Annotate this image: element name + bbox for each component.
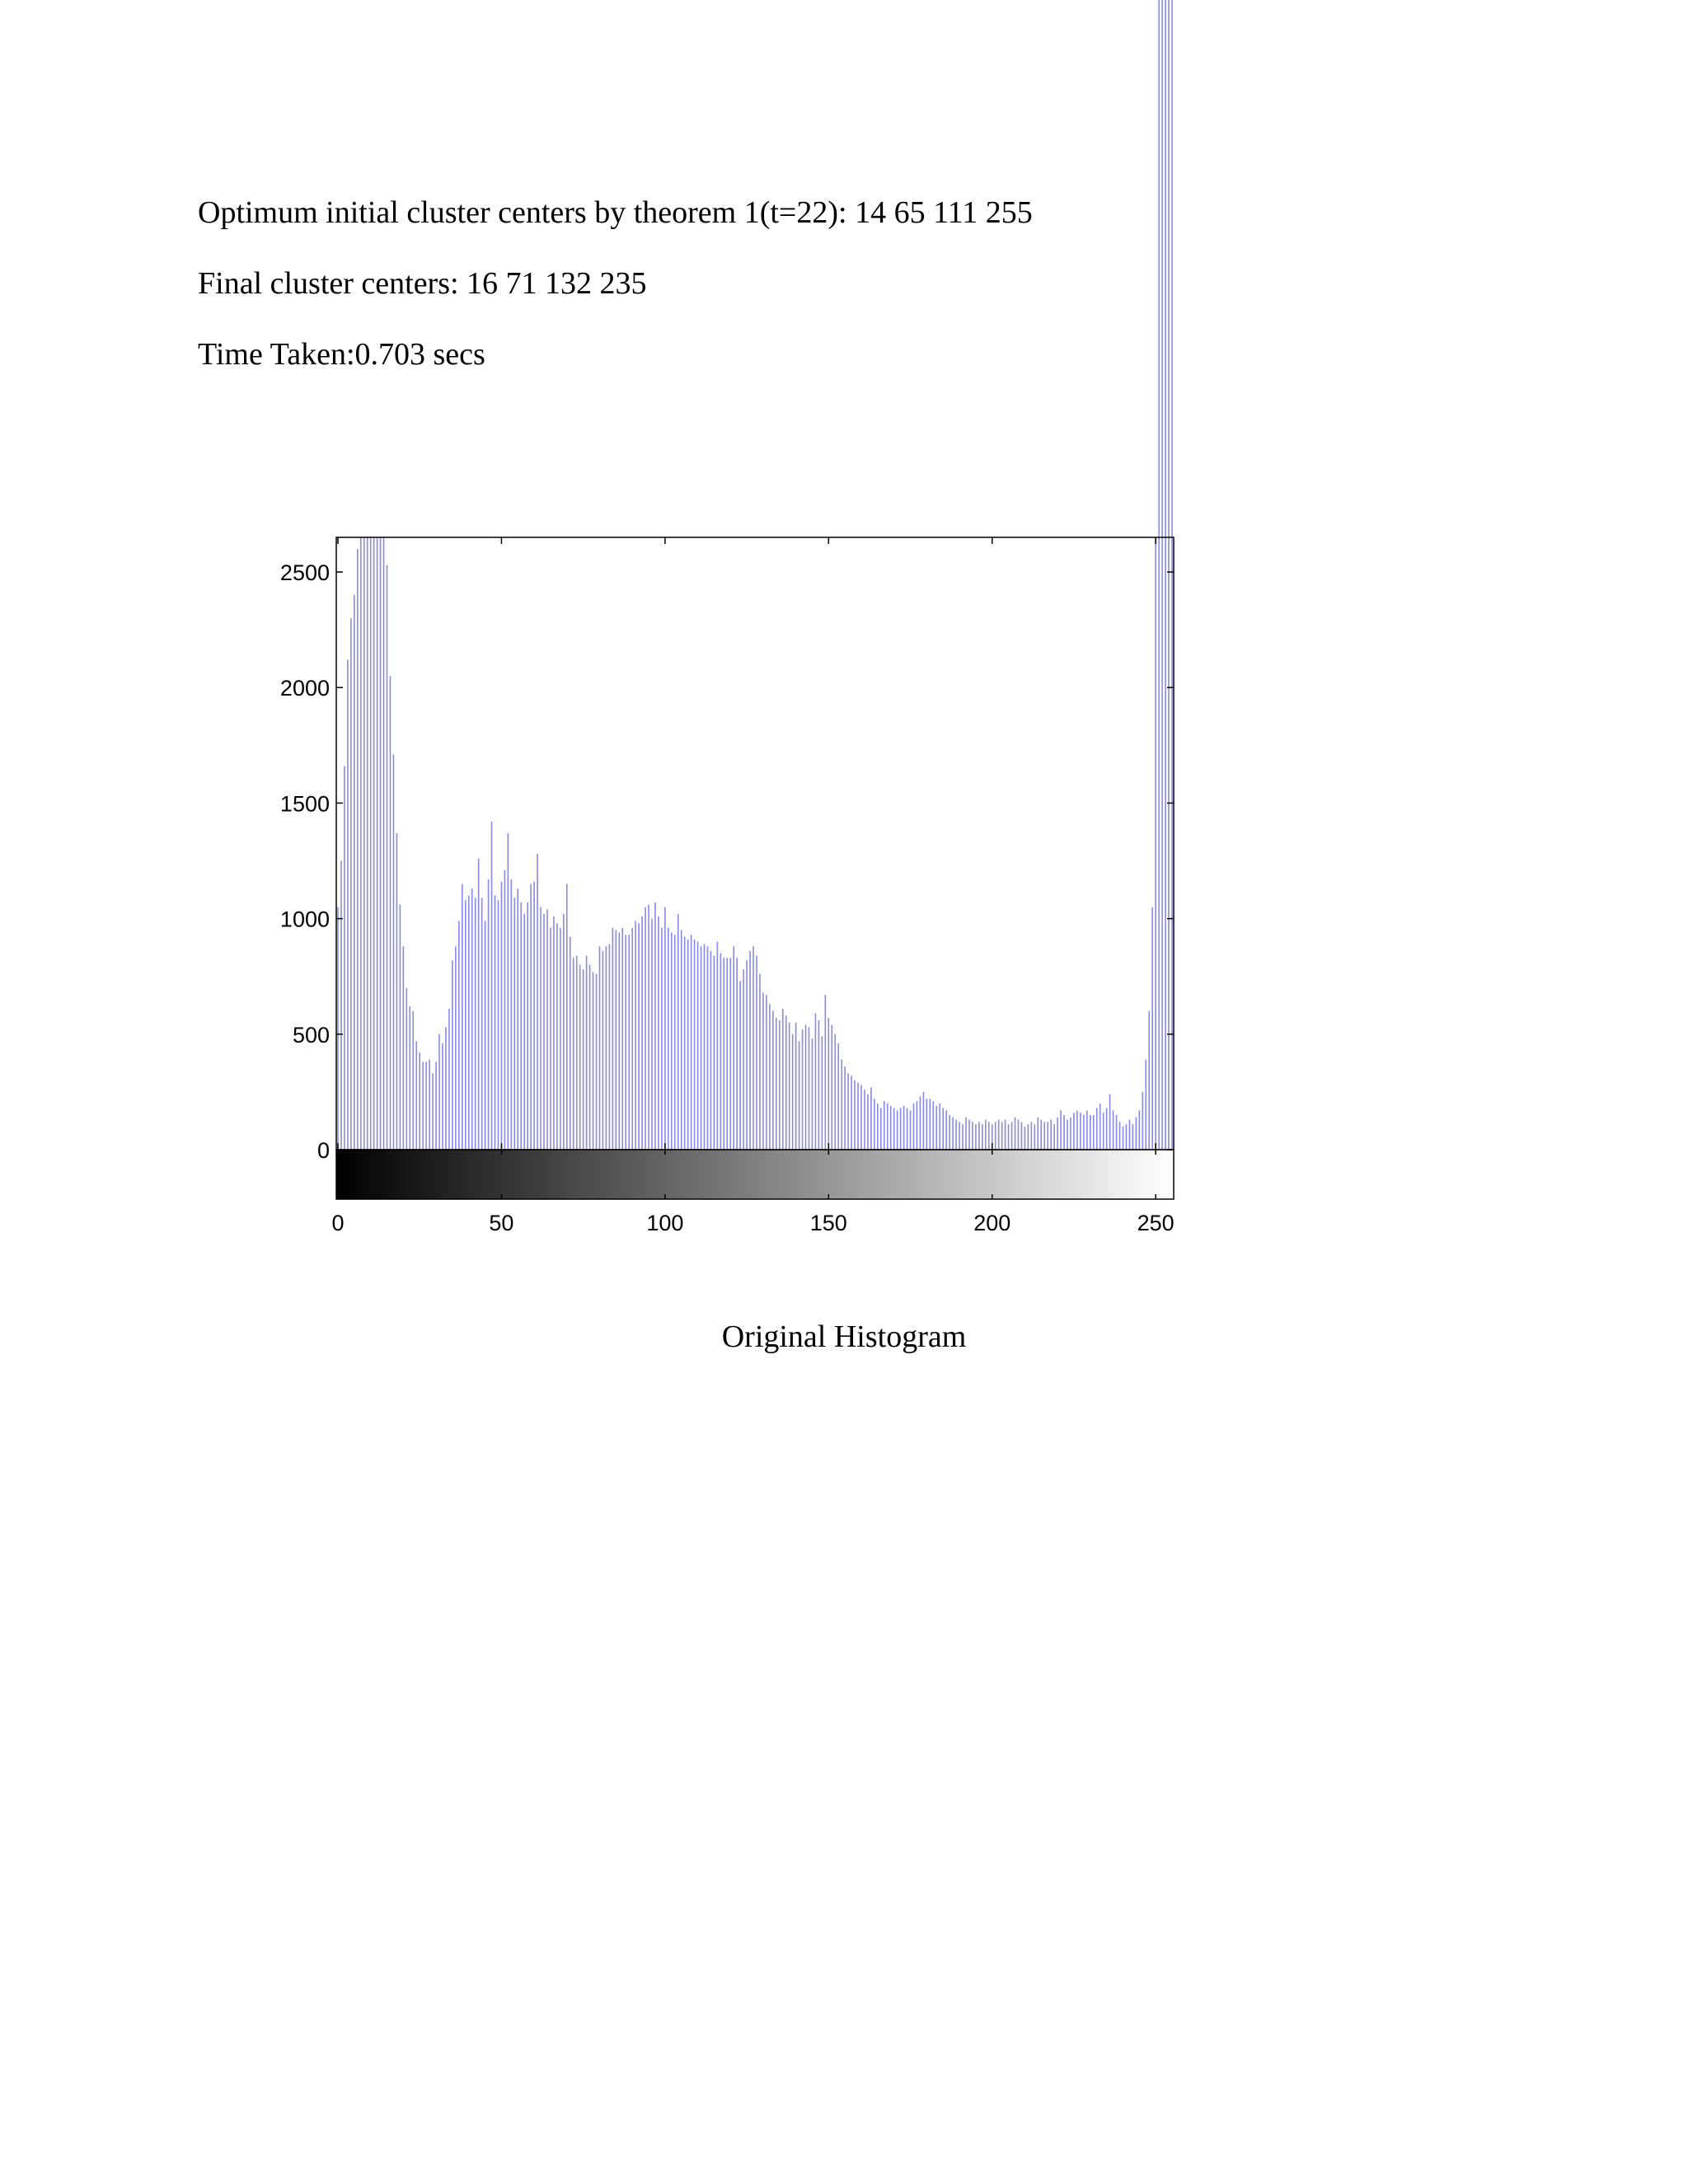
tick-label: 1000 [280,907,330,932]
tick-label: 200 [973,1211,1010,1235]
tick-label: 2500 [280,560,330,585]
tick-label: 0 [317,1138,330,1163]
figure-caption: Original Histogram [721,1319,967,1354]
tick-label: 100 [646,1211,683,1235]
tick-label: 250 [1137,1211,1175,1235]
tick-label: 1500 [280,791,330,816]
tick-label: 500 [293,1023,330,1047]
histogram-bars [337,0,1173,1150]
time-taken-text: Time Taken:0.703 secs [198,337,485,372]
tick-label: 50 [489,1211,513,1235]
final-centers-text: Final cluster centers: 16 71 132 235 [198,266,647,301]
tick-label: 0 [331,1211,344,1235]
grayscale-colorbar [335,1149,1175,1200]
tick-label: 2000 [280,676,330,701]
axis-ticks [336,537,1174,1199]
tick-label: 150 [810,1211,847,1235]
initial-centers-text: Optimum initial cluster centers by theor… [198,195,1033,230]
